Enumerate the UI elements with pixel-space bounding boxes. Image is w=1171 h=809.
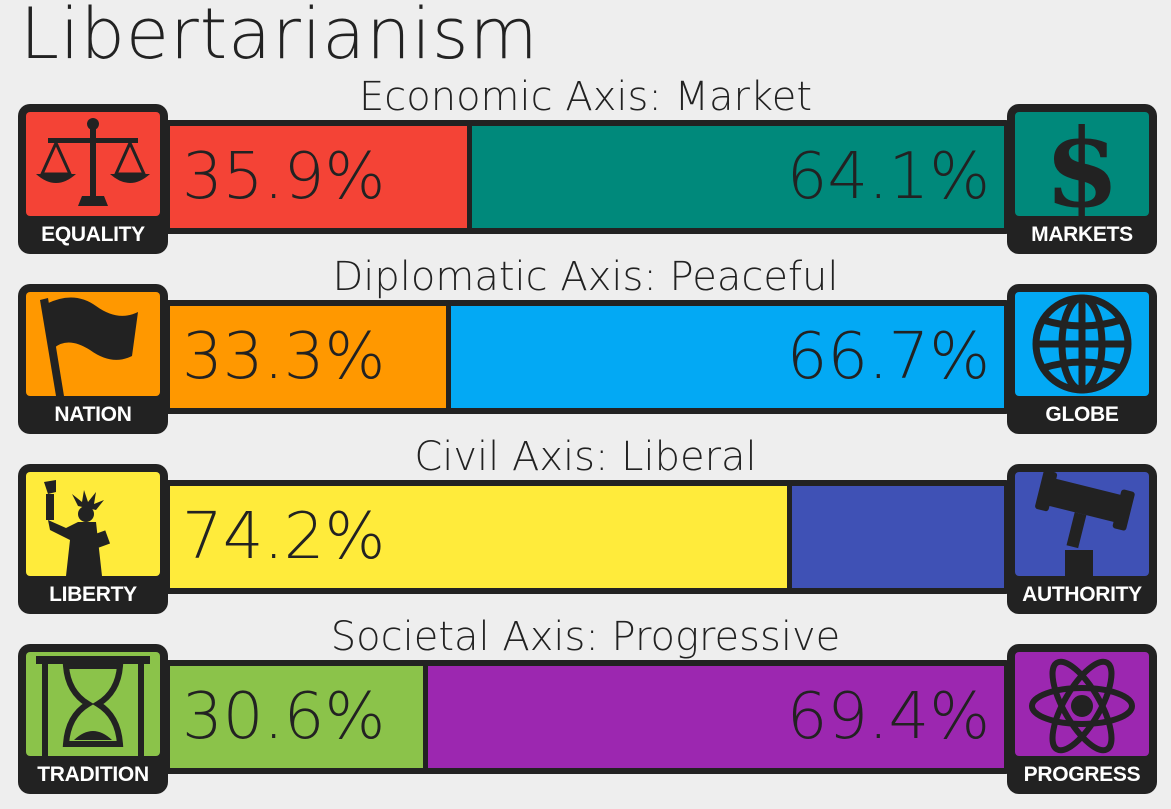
bar-segment-authority [789,486,1004,588]
icon-label-liberty: LIBERTY [49,583,137,606]
axis-bar: 74.2% [164,480,1010,594]
icon-label-tradition: TRADITION [37,763,149,786]
icon-label-progress: PROGRESS [1023,763,1141,786]
axis-bar: 35.9% 64.1% [164,120,1010,234]
bar-segment-markets [469,126,1004,228]
icon-label-nation: NATION [54,403,132,426]
icon-box-nation: NATION [18,284,168,434]
bar-segment-equality [170,126,469,228]
statue-of-liberty-icon [26,472,160,576]
bar-divider [787,486,792,588]
bar-segment-nation [170,306,448,408]
data-label-nation: 33.3% [182,320,386,394]
axis-title: Diplomatic Axis: Peaceful [332,254,839,300]
data-label-globe: 66.7% [786,320,990,394]
icon-box-authority: AUTHORITY [1007,464,1157,614]
bar-segment-globe [448,306,1004,408]
icon-box-tradition: TRADITION [18,644,168,794]
axis-title: Economic Axis: Market [358,74,813,120]
icon-box-globe: GLOBE [1007,284,1157,434]
svg-text:$: $ [1044,112,1119,216]
icon-label-equality: EQUALITY [41,223,145,246]
axis-bar: 30.6% 69.4% [164,660,1010,774]
axis-bar: 33.3% 66.7% [164,300,1010,414]
bar-divider [423,666,428,768]
data-label-equality: 35.9% [182,140,386,214]
bar-divider [446,306,451,408]
axis-title: Civil Axis: Liberal [414,434,757,480]
data-label-liberty: 74.2% [182,500,386,574]
axis-title: Societal Axis: Progressive [330,614,841,660]
icon-box-markets: $ MARKETS [1007,104,1157,254]
icon-box-equality: EQUALITY [18,104,168,254]
icon-box-liberty: LIBERTY [18,464,168,614]
bar-segment-liberty [170,486,789,588]
bar-segment-tradition [170,666,425,768]
hourglass-icon [26,652,160,756]
globe-icon [1015,292,1149,396]
gavel-icon [1015,472,1149,576]
scales-icon [26,112,160,216]
bar-segment-progress [425,666,1004,768]
data-label-progress: 69.4% [786,680,990,754]
flag-icon [26,292,160,396]
icon-box-progress: PROGRESS [1007,644,1157,794]
icon-label-markets: MARKETS [1031,223,1133,246]
atom-icon [1015,652,1149,756]
dollar-icon: $ [1015,112,1149,216]
data-label-tradition: 30.6% [182,680,386,754]
page-title: Libertarianism [20,0,539,75]
icon-label-authority: AUTHORITY [1022,583,1142,606]
icon-label-globe: GLOBE [1045,403,1119,426]
bar-divider [467,126,472,228]
data-label-markets: 64.1% [786,140,990,214]
